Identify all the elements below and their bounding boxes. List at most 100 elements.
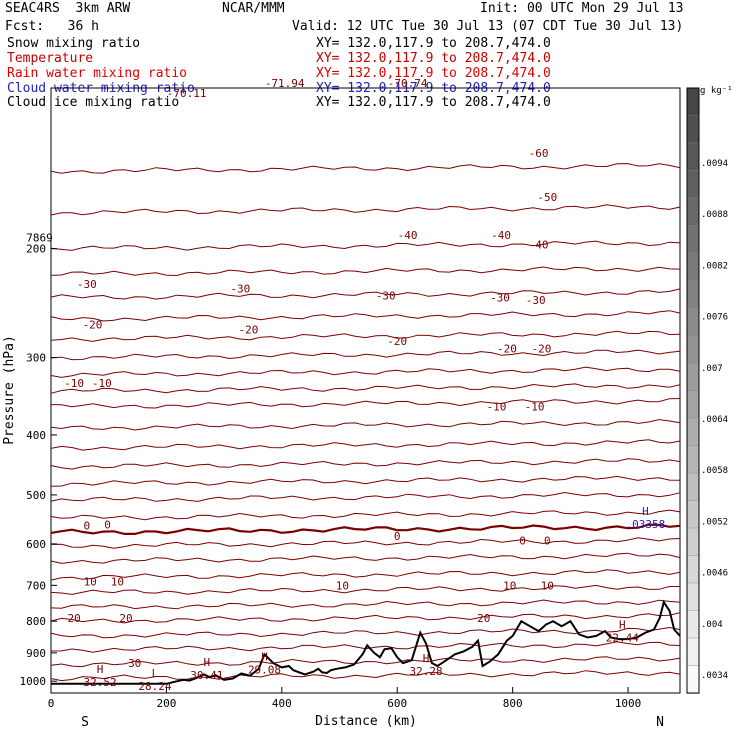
contour-label: -30: [490, 292, 510, 305]
contour-label: -50: [537, 191, 557, 204]
isotherm-line: [50, 509, 681, 521]
colorbar-label: .0052: [701, 517, 728, 527]
colorbar-label: .0076: [701, 313, 728, 323]
isotherm-line: [50, 475, 681, 487]
isotherm-line: [50, 349, 681, 361]
isotherm-line: [50, 656, 681, 668]
field-xy-cloud-ice: XY= 132.0,117.9 to 208.7,474.0: [316, 95, 551, 110]
colorbar: .0094 .0088 .0082 .0076 .007 .0064 .0058 .0052.…: [686, 87, 728, 694]
contour-label: -70.74: [388, 77, 428, 90]
contour-label: 0: [83, 519, 90, 532]
contour-label: 10: [111, 576, 124, 589]
extremum-marker: L: [152, 667, 159, 680]
contour-label: -40: [398, 229, 418, 242]
terrain-layer: [51, 599, 681, 685]
contour-label: -10: [487, 401, 507, 414]
field-xy-temperature: XY= 132.0,117.9 to 208.7,474.0: [316, 51, 551, 66]
colorbar-swatch: [686, 500, 700, 529]
x-tick-label: 600: [387, 697, 407, 710]
x-axis-title: Distance (km): [315, 714, 417, 729]
x-tick-label: 800: [503, 697, 523, 710]
colorbar-label: .004: [701, 620, 723, 630]
isotherm-line: [50, 612, 681, 624]
contour-label: -40: [529, 239, 549, 252]
colorbar-label: .0058: [701, 466, 728, 476]
colorbar-swatch: [686, 280, 700, 309]
colorbar-swatch: [686, 637, 700, 667]
isotherm-line: [50, 310, 681, 322]
contour-label: 20: [477, 612, 490, 625]
isotherm-line: [50, 626, 681, 639]
extremum-marker: H: [619, 619, 626, 632]
isotherm-line: [50, 266, 681, 277]
colorbar-swatch: [686, 197, 700, 227]
x-tick-label: 0: [48, 697, 55, 710]
colorbar-swatch: [686, 142, 700, 172]
colorbar-label: .007: [701, 364, 723, 374]
isotherm-line: [50, 383, 681, 394]
extremum-marker: H: [423, 652, 430, 665]
contour-label: -20: [532, 343, 552, 356]
contour-label: -20: [387, 335, 407, 348]
isotherm-line: [50, 204, 681, 216]
colorbar-swatch: [686, 307, 700, 337]
contour-label: -40: [491, 229, 511, 242]
contour-label: 10: [84, 576, 97, 589]
contour-label: -60: [529, 147, 549, 160]
field-label-temperature: Temperature: [7, 51, 94, 66]
extremum-value: 22.44: [606, 632, 639, 645]
contour-label: 0: [104, 518, 111, 531]
x-tick-label: 1000: [615, 697, 642, 710]
extremum-value: 29.08: [248, 664, 281, 677]
extremum-marker: H: [97, 663, 104, 676]
isotherm-line: [50, 537, 681, 549]
org-name: NCAR/MMM: [222, 1, 285, 16]
extremum-marker: H: [261, 651, 268, 664]
colorbar-swatch: [686, 170, 700, 199]
colorbar-label: .0064: [701, 415, 728, 425]
isotherm-line: [50, 491, 681, 502]
contour-label: 0: [519, 534, 526, 547]
y-tick-label: 800: [26, 615, 46, 628]
extremum-marker: H: [642, 505, 649, 518]
init-time: Init: 00 UTC Mon 29 Jul 13: [480, 1, 684, 16]
colorbar-swatch: [686, 362, 700, 392]
isotherm-line: [50, 439, 681, 451]
contour-label-layer: -71.94 -70.74 -70.11 -60 -50 -40 -40 -40 -30 -30 -…: [26, 77, 665, 693]
isotherm-line: [50, 552, 681, 564]
colorbar-swatch: [686, 472, 700, 502]
y-tick-label: 500: [26, 489, 46, 502]
y-tick-label: 400: [26, 429, 46, 442]
y-tick-label: 600: [26, 538, 46, 551]
contour-label: 10: [503, 579, 516, 592]
contour-label: 20: [67, 612, 80, 625]
colorbar-label: .0088: [701, 210, 728, 220]
colorbar-swatch: [686, 252, 700, 282]
colorbar-swatch: [686, 417, 700, 447]
model-name: SEAC4RS 3km ARW: [5, 1, 131, 16]
contour-label: -20: [83, 318, 103, 331]
contour-label: 10: [336, 579, 349, 592]
extremum-value: 32.52: [84, 676, 117, 689]
extremum-value: 30.41: [190, 669, 223, 682]
contour-label: -20: [497, 343, 517, 356]
south-end-label: S: [81, 715, 89, 730]
colorbar-swatch: [686, 445, 700, 474]
isotherm-line: [50, 523, 681, 535]
contour-label: -30: [526, 294, 546, 307]
isotherm-line: [50, 366, 681, 378]
colorbar-swatch: [686, 610, 700, 639]
isotherm-line: [50, 584, 680, 595]
colorbar-label: .0046: [701, 569, 728, 579]
contour-label: -30: [77, 278, 97, 291]
colorbar-frame: [686, 87, 700, 694]
contour-label: 0: [394, 530, 401, 543]
colorbar-swatch: [686, 390, 700, 419]
contour-label: -10: [92, 377, 112, 390]
colorbar-unit: g kg⁻¹: [700, 86, 733, 96]
contour-label: -30: [230, 283, 250, 296]
extremum-value: 32.28: [410, 665, 443, 678]
contour-label: -30: [376, 289, 396, 302]
field-label-rain: Rain water mixing ratio: [7, 66, 188, 81]
extremum-value: .03358: [626, 518, 666, 531]
